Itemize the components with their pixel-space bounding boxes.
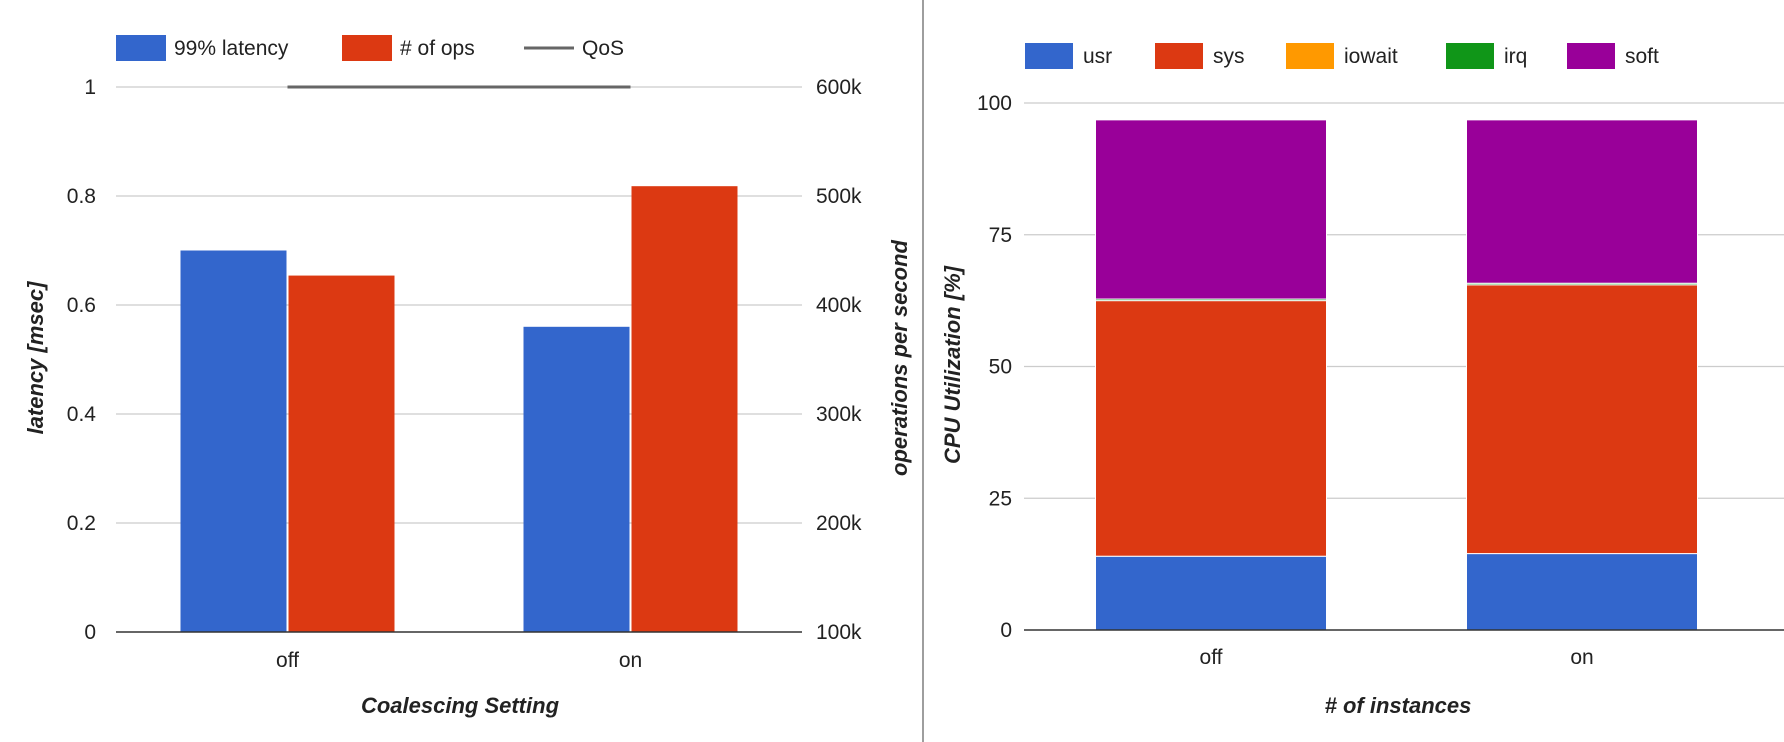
bar-segment-sys-off bbox=[1095, 300, 1327, 557]
legend-label: iowait bbox=[1344, 45, 1398, 68]
x-tick-label: on bbox=[619, 649, 642, 672]
legend-item-sys: sys bbox=[1155, 43, 1245, 69]
bar-segment-sys-on bbox=[1466, 284, 1698, 555]
legend-item-iowait: iowait bbox=[1286, 43, 1398, 69]
cpu-utilization-chart: 0 25 50 75 100 off on # of instances CPU Utiliza… bbox=[940, 43, 1784, 718]
y2-tick-label: 400k bbox=[816, 294, 862, 317]
y-tick-label: 1 bbox=[84, 76, 96, 99]
legend-swatch bbox=[1286, 43, 1334, 69]
x-tick-label: off bbox=[1200, 646, 1223, 669]
legend-label: soft bbox=[1625, 45, 1659, 68]
legend-swatch bbox=[1155, 43, 1203, 69]
legend-label: sys bbox=[1213, 45, 1245, 68]
legend: 99% latency # of ops QoS bbox=[116, 35, 624, 61]
y2-tick-label: 600k bbox=[816, 76, 862, 99]
y-axis-title: CPU Utilization [%] bbox=[940, 265, 965, 464]
y-tick-label: 0.6 bbox=[67, 294, 96, 317]
legend-swatch bbox=[116, 35, 166, 61]
y-tick-label: 25 bbox=[989, 487, 1012, 510]
bar-99-latency-off bbox=[180, 250, 287, 632]
legend-label: # of ops bbox=[400, 37, 475, 60]
legend-label: irq bbox=[1504, 45, 1527, 68]
bar-segment-usr-on bbox=[1466, 553, 1698, 631]
x-axis-title: Coalescing Setting bbox=[361, 693, 560, 718]
y2-tick-label: 100k bbox=[816, 621, 862, 644]
legend-item-1-1: # of ops bbox=[342, 35, 475, 61]
y-tick-label: 50 bbox=[989, 356, 1012, 379]
y-tick-label: 0.4 bbox=[67, 403, 97, 426]
legend-item-0-0: 99% latency bbox=[116, 35, 289, 61]
legend-item-usr: usr bbox=[1025, 43, 1112, 69]
y-tick-label: 75 bbox=[989, 224, 1012, 247]
legend-label: usr bbox=[1083, 45, 1112, 68]
y2-tick-label: 500k bbox=[816, 185, 862, 208]
bar-99-latency-on bbox=[523, 326, 630, 632]
bar-segment-soft-on bbox=[1466, 119, 1698, 284]
legend-swatch bbox=[1446, 43, 1494, 69]
legend-swatch bbox=[1567, 43, 1615, 69]
y-axis-title: latency [msec] bbox=[23, 281, 48, 435]
legend-label: 99% latency bbox=[174, 37, 289, 60]
y2-tick-label: 300k bbox=[816, 403, 862, 426]
legend-swatch bbox=[342, 35, 392, 61]
y-tick-label: 0.8 bbox=[67, 185, 96, 208]
y-tick-label: 0.2 bbox=[67, 512, 96, 535]
y-tick-label: 0 bbox=[1000, 619, 1012, 642]
bar-of-ops-on bbox=[631, 186, 738, 632]
legend-item-soft: soft bbox=[1567, 43, 1659, 69]
x-axis-title: # of instances bbox=[1325, 693, 1472, 718]
y-tick-label: 100 bbox=[977, 92, 1012, 115]
y2-axis-title: operations per second bbox=[887, 239, 912, 476]
legend-label: QoS bbox=[582, 37, 624, 60]
legend-item-irq: irq bbox=[1446, 43, 1527, 69]
y-tick-label: 0 bbox=[84, 621, 96, 644]
bar-of-ops-off bbox=[288, 275, 395, 632]
x-tick-label: off bbox=[276, 649, 299, 672]
y2-tick-label: 200k bbox=[816, 512, 862, 535]
x-tick-label: on bbox=[1570, 646, 1593, 669]
latency-ops-chart: 0 0.2 0.4 0.6 0.8 1 100k 200k 300k 400k 500k 600k of… bbox=[23, 35, 912, 718]
legend-swatch bbox=[1025, 43, 1073, 69]
legend-item-0-2: QoS bbox=[524, 37, 624, 60]
bar-segment-soft-off bbox=[1095, 119, 1327, 300]
bar-segment-usr-off bbox=[1095, 555, 1327, 631]
legend: usr sys iowait irq soft bbox=[1025, 43, 1659, 69]
